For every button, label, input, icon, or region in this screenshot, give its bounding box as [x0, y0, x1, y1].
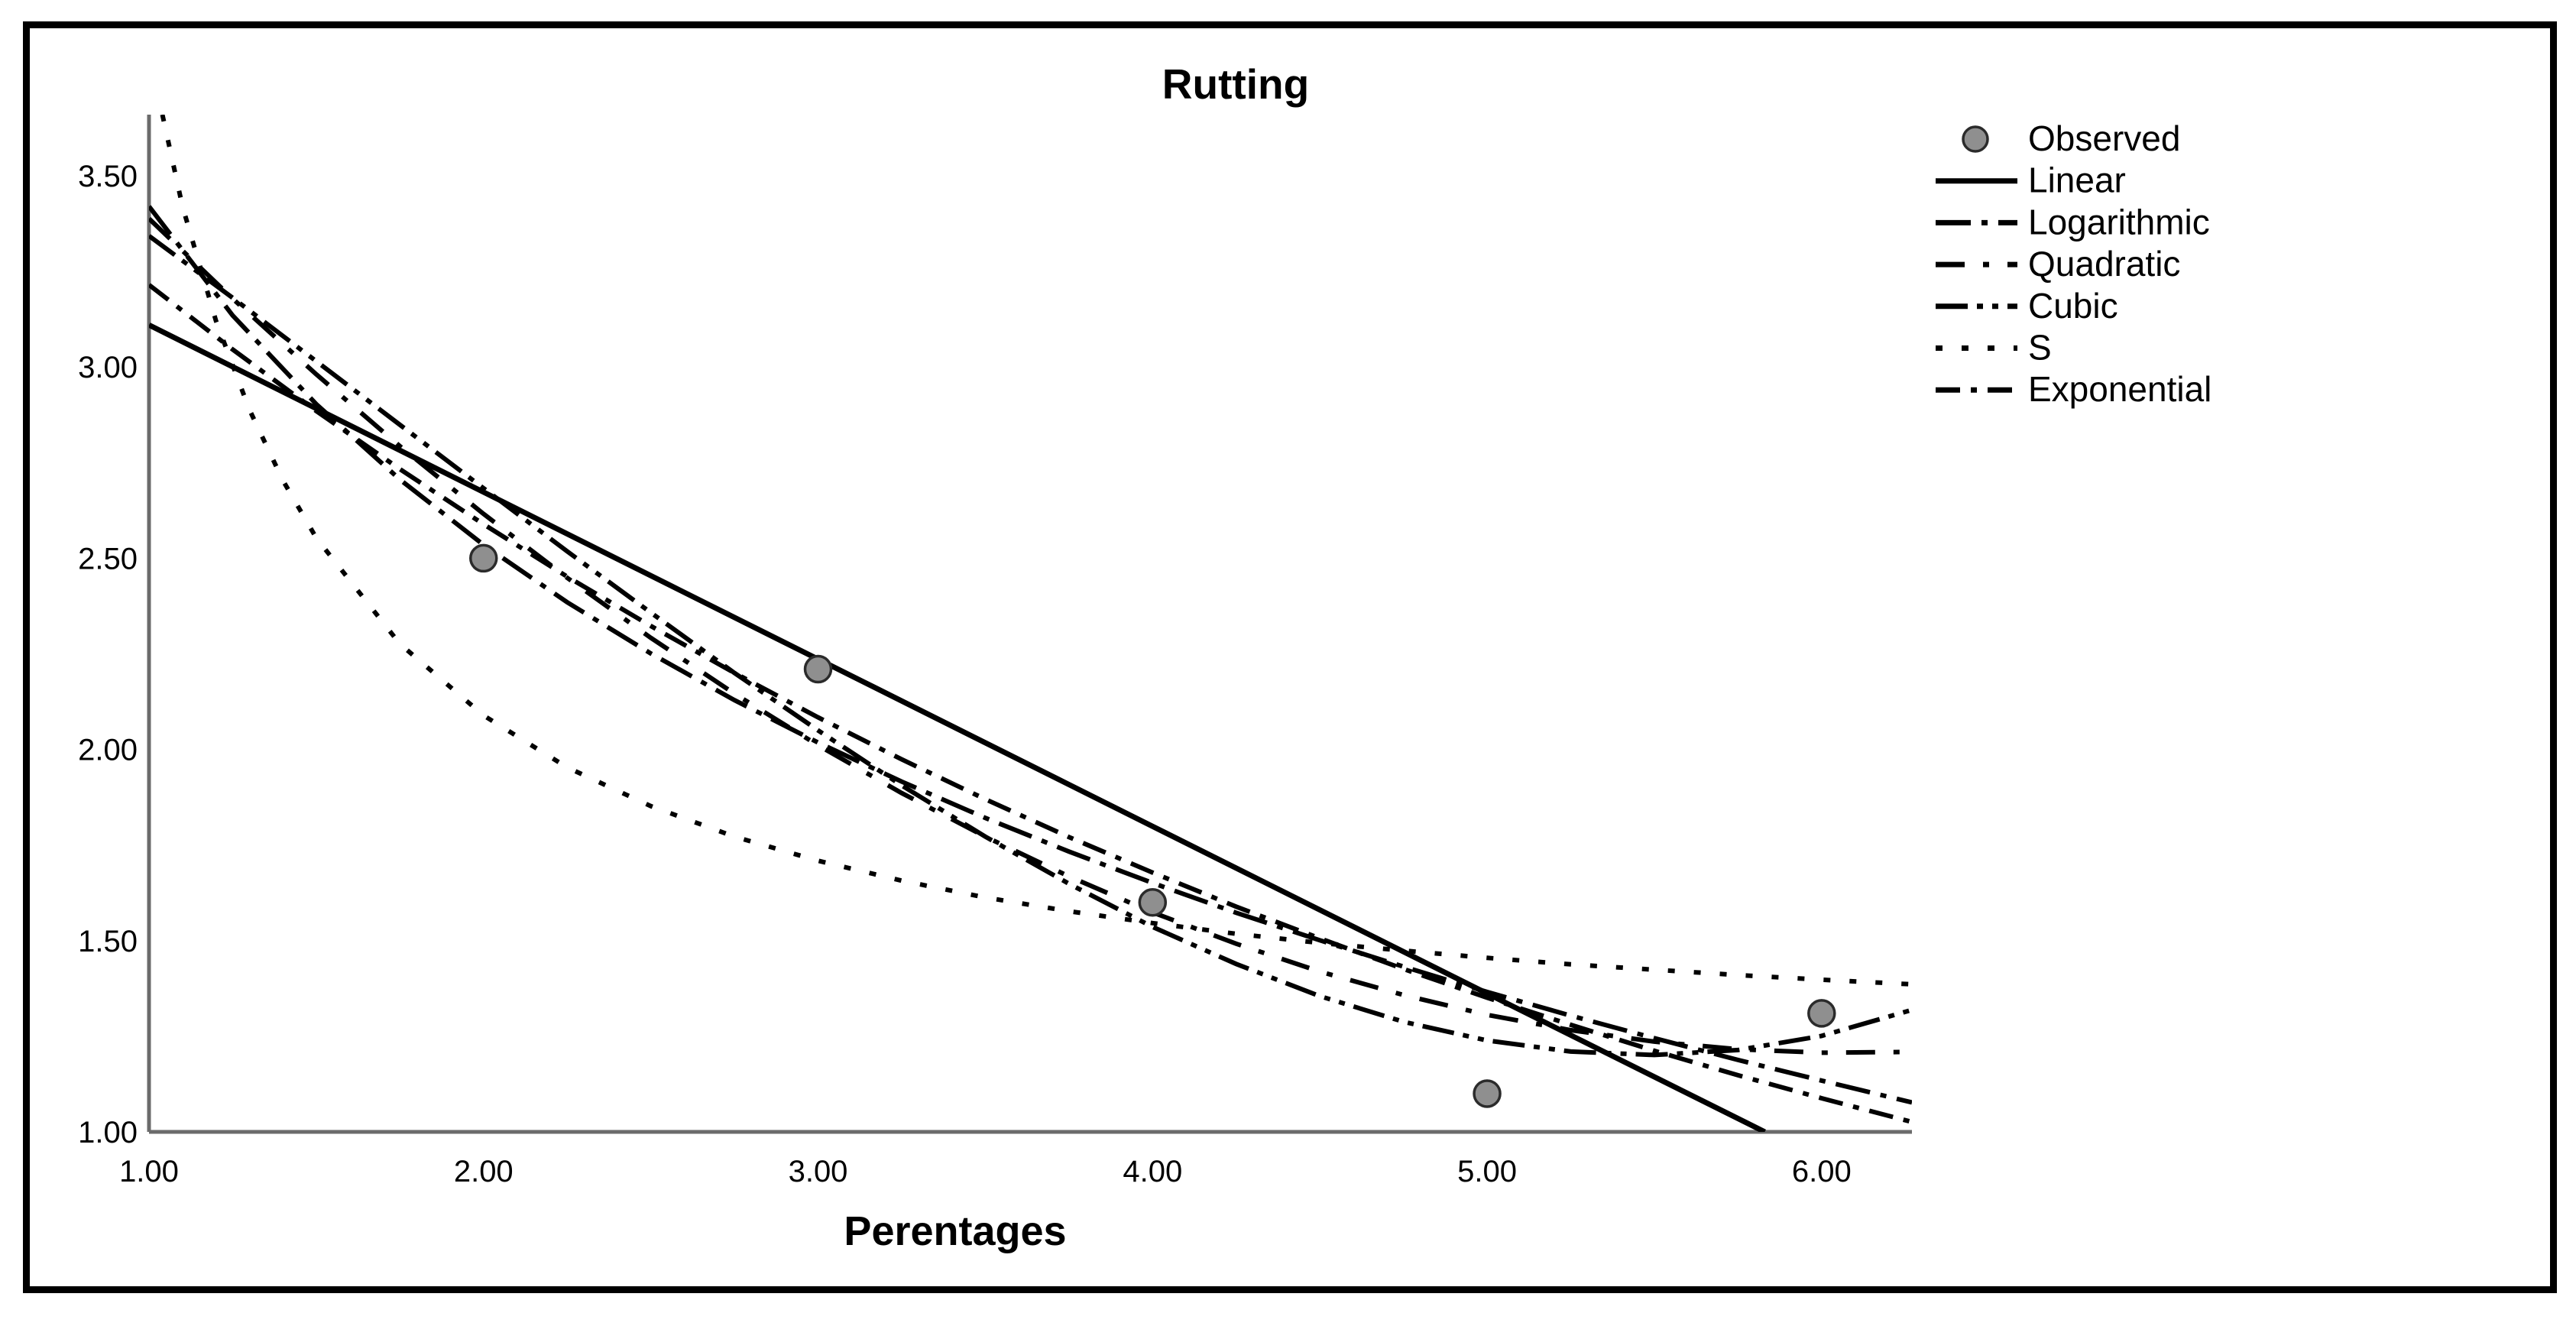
- legend-label-quadratic: Quadratic: [2028, 244, 2180, 284]
- y-tick-label: 2.50: [78, 542, 138, 575]
- x-tick-label: 2.00: [454, 1155, 514, 1188]
- x-tick-label: 6.00: [1792, 1155, 1852, 1188]
- curve-cubic: [149, 234, 1912, 1058]
- observed-point: [803, 654, 833, 684]
- x-tick-label: 3.00: [789, 1155, 848, 1188]
- y-tick-label: 1.00: [78, 1116, 138, 1149]
- observed-point: [1138, 888, 1168, 917]
- curve-exponential: [149, 283, 1912, 1124]
- legend: ObservedLinearLogarithmicQuadraticCubicS…: [1936, 118, 2211, 409]
- y-tick-label: 2.00: [78, 734, 138, 767]
- observed-point: [1473, 1079, 1502, 1108]
- x-axis-label: Perentages: [844, 1208, 1067, 1254]
- legend-observed-marker: [1962, 125, 1989, 153]
- legend-label-s: S: [2028, 328, 2052, 368]
- observed-point: [1807, 999, 1836, 1028]
- x-tick-label: 1.00: [119, 1155, 179, 1188]
- curve-s: [160, 115, 1912, 987]
- x-tick-label: 4.00: [1123, 1155, 1182, 1188]
- legend-label-logarithmic: Logarithmic: [2028, 202, 2210, 242]
- legend-label-linear: Linear: [2028, 160, 2126, 200]
- observed-point: [469, 543, 498, 573]
- curve-quadratic: [149, 216, 1912, 1055]
- y-tick-label: 1.50: [78, 925, 138, 958]
- chart-outer-border: [23, 21, 2557, 1293]
- y-tick-label: 3.50: [78, 160, 138, 193]
- curve-linear: [149, 323, 1766, 1132]
- chart-title: Rutting: [1162, 60, 1310, 108]
- legend-label-observed: Observed: [2028, 118, 2180, 158]
- x-tick-label: 5.00: [1457, 1155, 1517, 1188]
- legend-label-cubic: Cubic: [2028, 286, 2118, 326]
- curve-logarithmic: [149, 205, 1912, 1105]
- y-tick-label: 3.00: [78, 351, 138, 384]
- legend-label-exponential: Exponential: [2028, 369, 2211, 409]
- curves-group: [149, 115, 1912, 1132]
